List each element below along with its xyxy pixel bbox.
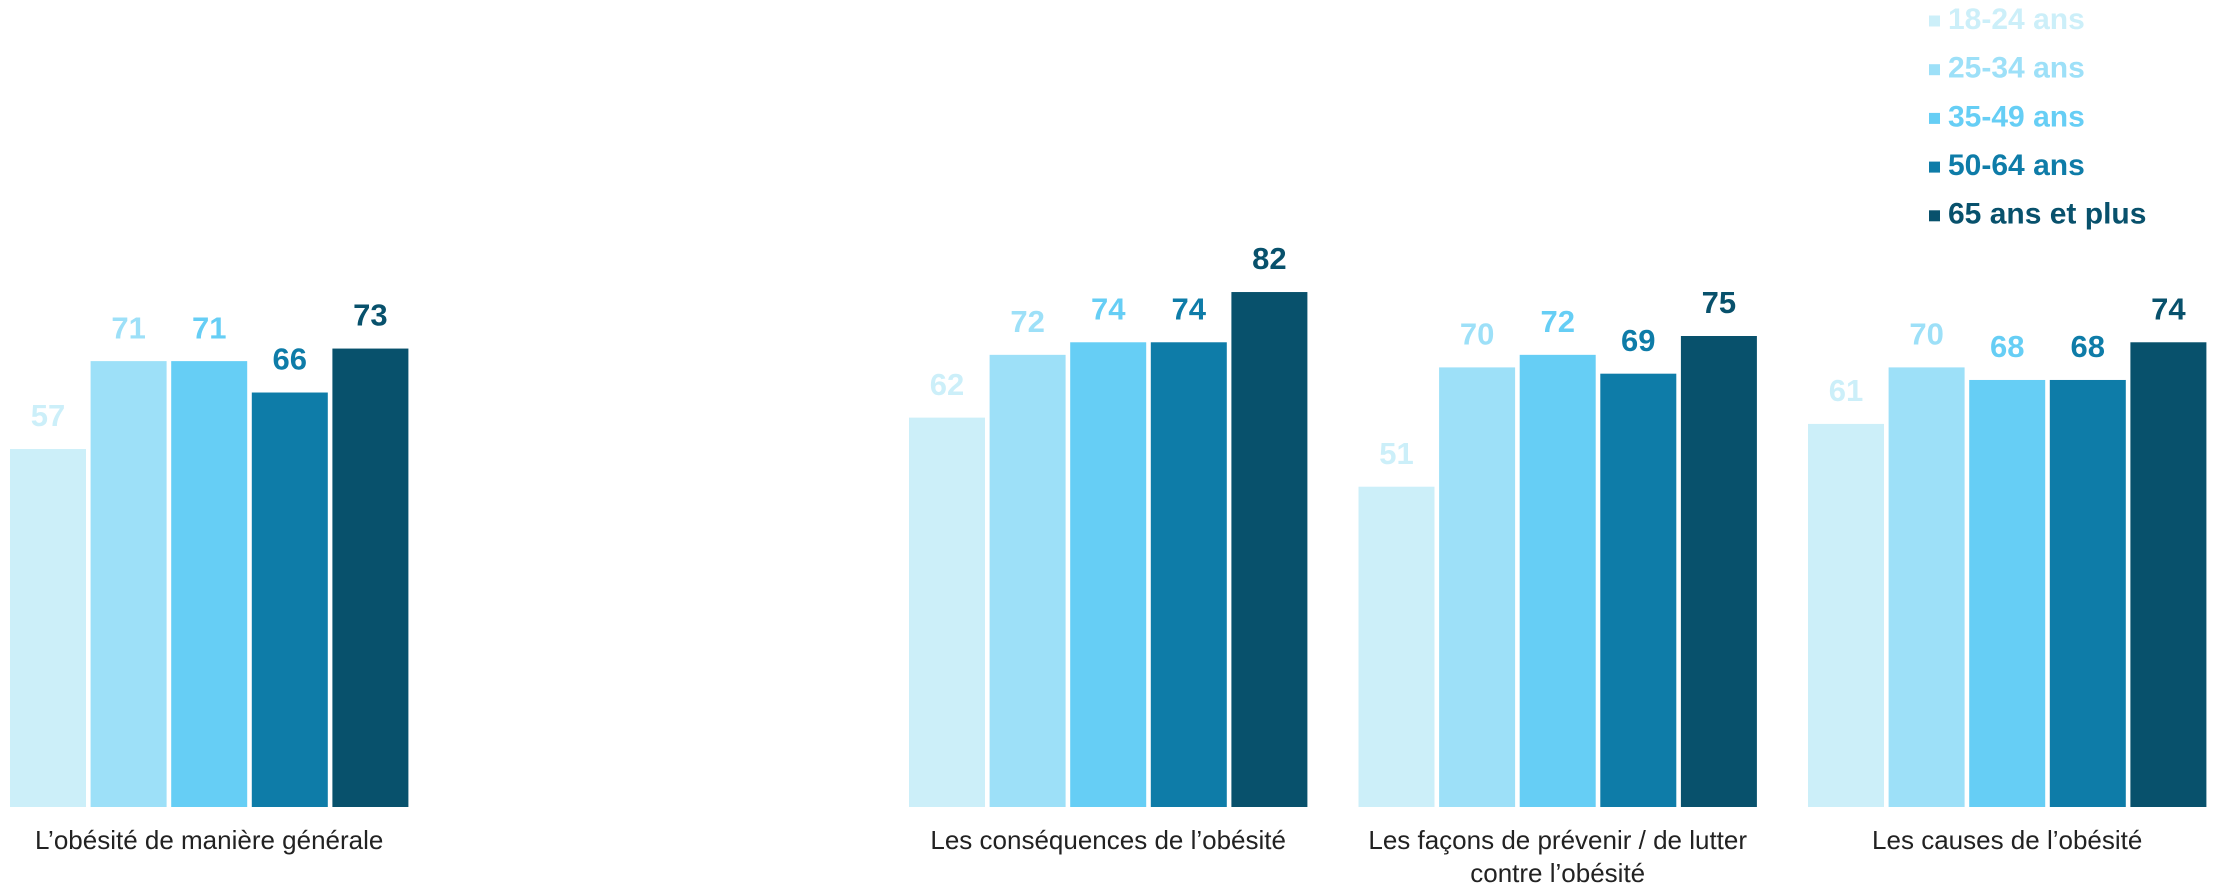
data-label: 70 bbox=[1909, 317, 1943, 352]
data-label: 68 bbox=[2071, 329, 2105, 364]
bar bbox=[1808, 423, 1884, 807]
bar bbox=[2130, 342, 2207, 807]
bar bbox=[1231, 292, 1308, 807]
bar bbox=[1519, 354, 1596, 807]
bar bbox=[251, 392, 328, 807]
bar bbox=[989, 354, 1066, 807]
bar bbox=[171, 361, 248, 807]
label-line: contre l’obésité bbox=[1470, 858, 1645, 888]
data-label: 71 bbox=[111, 310, 145, 345]
bar bbox=[1358, 486, 1435, 807]
bar bbox=[1070, 342, 1147, 807]
data-label: 68 bbox=[1990, 329, 2024, 364]
data-label: 71 bbox=[192, 310, 226, 345]
data-label: 66 bbox=[273, 342, 307, 377]
data-label: 82 bbox=[1252, 241, 1286, 276]
data-label: 72 bbox=[1010, 304, 1044, 339]
legend-label: 18-24 ans bbox=[1948, 3, 2085, 36]
bar bbox=[90, 361, 167, 807]
legend-label: 50-64 ans bbox=[1948, 149, 2085, 182]
data-label: 62 bbox=[930, 367, 964, 402]
legend-label: 35-49 ans bbox=[1948, 100, 2085, 133]
bar bbox=[1680, 336, 1757, 807]
legend-label: 25-34 ans bbox=[1948, 52, 2085, 85]
data-label: 73 bbox=[353, 298, 387, 333]
data-label: 75 bbox=[1702, 285, 1736, 320]
label-line: Les façons de prévenir / de lutter bbox=[1368, 825, 1747, 855]
bar bbox=[909, 417, 985, 807]
data-label: 72 bbox=[1540, 304, 1574, 339]
bar bbox=[1888, 367, 1965, 807]
bar bbox=[1150, 342, 1227, 807]
legend-swatch bbox=[1929, 161, 1940, 173]
data-label: 70 bbox=[1460, 317, 1494, 352]
legend-label: 65 ans et plus bbox=[1948, 198, 2146, 231]
x-tick-label: L’obésité de manière générale bbox=[35, 825, 383, 855]
legend-swatch bbox=[1929, 64, 1940, 76]
legend-swatch bbox=[1929, 15, 1940, 27]
x-tick-label: Les causes de l’obésité bbox=[1872, 825, 2142, 855]
data-label: 74 bbox=[2151, 291, 2186, 326]
data-label: 61 bbox=[1829, 373, 1863, 408]
data-label: 74 bbox=[1172, 291, 1207, 326]
bar bbox=[2049, 379, 2126, 807]
data-label: 51 bbox=[1379, 436, 1413, 471]
legend-swatch bbox=[1929, 112, 1940, 124]
bar bbox=[1969, 379, 2046, 807]
data-label: 74 bbox=[1091, 291, 1126, 326]
bar bbox=[332, 348, 409, 807]
data-label: 69 bbox=[1621, 323, 1655, 358]
bar bbox=[10, 449, 86, 807]
bar bbox=[1600, 373, 1677, 807]
x-tick-label: Les conséquences de l’obésité bbox=[930, 825, 1286, 855]
legend-swatch bbox=[1929, 210, 1940, 222]
bar bbox=[1439, 367, 1516, 807]
data-label: 57 bbox=[31, 398, 65, 433]
x-tick-label: Les façons de prévenir / de lutter contre… bbox=[1368, 825, 1747, 888]
